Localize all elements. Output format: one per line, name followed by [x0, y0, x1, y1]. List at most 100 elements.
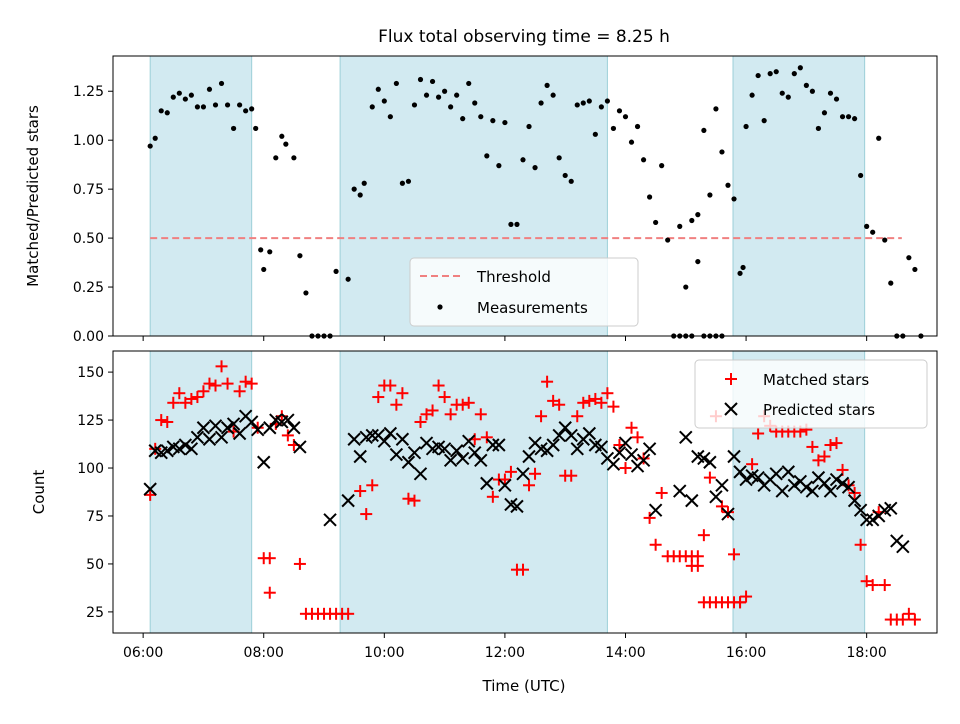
- bottom-y-tick-label: 150: [77, 365, 104, 381]
- measurement-point: [876, 135, 882, 141]
- measurement-point: [478, 114, 484, 120]
- predicted-star-point: [552, 428, 566, 443]
- measurements-legend-swatch: [437, 304, 443, 310]
- measurement-point: [532, 165, 538, 171]
- measurement-point: [725, 182, 731, 188]
- measurement-point: [369, 104, 375, 110]
- predicted-star-point: [787, 478, 802, 492]
- matched-star-point: [390, 398, 403, 411]
- bottom-y-tick-label: 25: [86, 605, 104, 621]
- predicted-star-point: [389, 447, 404, 462]
- measurement-point: [200, 104, 207, 110]
- matched-star-point: [595, 396, 608, 409]
- predicted-star-point: [564, 428, 578, 443]
- measurement-point: [253, 125, 259, 132]
- measurement-point: [303, 290, 309, 296]
- top-axes-frame: [112, 55, 938, 337]
- top-legend-box: [409, 257, 639, 327]
- measurement-point: [737, 270, 743, 276]
- matched-star-point: [293, 557, 306, 570]
- bottom-legend-box: [694, 359, 928, 429]
- matched-star-point: [185, 392, 198, 405]
- top-chart-title: Flux total observing time = 8.25 h: [378, 27, 670, 47]
- measurement-point: [665, 237, 671, 243]
- predicted-star-point: [184, 442, 199, 456]
- matched-stars-legend-label: Matched stars: [763, 371, 869, 389]
- measurement-point: [797, 65, 803, 71]
- matched-star-point: [432, 379, 445, 392]
- matched-star-point: [462, 396, 475, 409]
- predicted-star-point: [160, 444, 174, 458]
- matched-star-point: [281, 429, 294, 442]
- matched-star-point: [728, 548, 741, 561]
- matched-star-point: [498, 473, 511, 486]
- measurement-point: [249, 106, 255, 112]
- matched-star-point: [516, 563, 529, 576]
- predicted-star-point: [618, 436, 633, 450]
- measurement-point: [809, 88, 815, 94]
- measurement-point: [755, 72, 761, 79]
- measurement-point: [345, 276, 351, 282]
- predicted-stars-legend-swatch: [724, 402, 738, 416]
- matched-star-point: [173, 387, 186, 400]
- matched-star-point: [191, 391, 204, 404]
- predicted-star-point: [395, 432, 410, 446]
- matched-star-point: [896, 613, 909, 626]
- measurement-point: [743, 123, 749, 130]
- measurement-point: [261, 266, 267, 273]
- matched-star-point: [649, 538, 662, 551]
- matched-star-point: [655, 486, 668, 499]
- measurement-point: [616, 108, 623, 114]
- measurement-point: [767, 71, 773, 77]
- predicted-star-point: [480, 476, 494, 491]
- measurement-point: [496, 163, 502, 169]
- matched-star-point: [806, 440, 819, 453]
- measurement-point: [279, 133, 285, 139]
- predicted-star-point: [281, 413, 295, 427]
- matched-star-point: [480, 431, 493, 444]
- matched-star-point: [203, 377, 216, 390]
- measurement-point: [827, 90, 834, 96]
- matched-star-point: [155, 414, 168, 427]
- predicted-star-point: [257, 455, 271, 469]
- predicted-star-point: [853, 503, 868, 517]
- measurement-point: [206, 86, 213, 92]
- measurement-point: [267, 249, 273, 255]
- matched-star-point: [703, 471, 716, 484]
- measurement-point: [387, 114, 393, 120]
- matched-star-point: [643, 511, 656, 524]
- x-tick-label: 10:00: [364, 645, 404, 661]
- predicted-star-point: [612, 445, 627, 460]
- x-tick-label: 18:00: [846, 645, 886, 661]
- predicted-star-point: [250, 422, 265, 437]
- measurement-point: [740, 264, 746, 271]
- measurement-point: [683, 284, 689, 290]
- measurement-point: [586, 98, 592, 104]
- measurement-point: [604, 98, 611, 104]
- predicted-star-point: [865, 513, 880, 527]
- matched-star-point: [263, 552, 276, 565]
- predicted-star-point: [462, 434, 476, 448]
- x-tick-label: 14:00: [605, 645, 645, 661]
- bottom-y-tick-label: 75: [86, 509, 104, 525]
- measurement-point: [212, 102, 219, 108]
- matched-star-point: [456, 398, 469, 411]
- matched-star-point: [571, 410, 584, 423]
- matched-star-point: [221, 377, 234, 390]
- matched-star-point: [360, 508, 373, 521]
- predicted-star-point: [751, 470, 765, 485]
- predicted-star-point: [624, 447, 639, 462]
- predicted-star-point: [214, 430, 229, 445]
- matched-star-point: [402, 492, 415, 505]
- matched-star-point: [697, 529, 710, 542]
- predicted-star-point: [347, 432, 361, 446]
- measurement-point: [224, 102, 231, 108]
- matched-star-point: [577, 396, 590, 409]
- measurement-point: [882, 237, 888, 243]
- matched-star-point: [245, 377, 258, 390]
- measurement-point: [194, 104, 201, 110]
- predicted-star-point: [468, 445, 482, 460]
- predicted-star-point: [733, 465, 747, 479]
- top-y-tick-label: 1.25: [73, 84, 104, 100]
- predicted-star-point: [202, 432, 217, 446]
